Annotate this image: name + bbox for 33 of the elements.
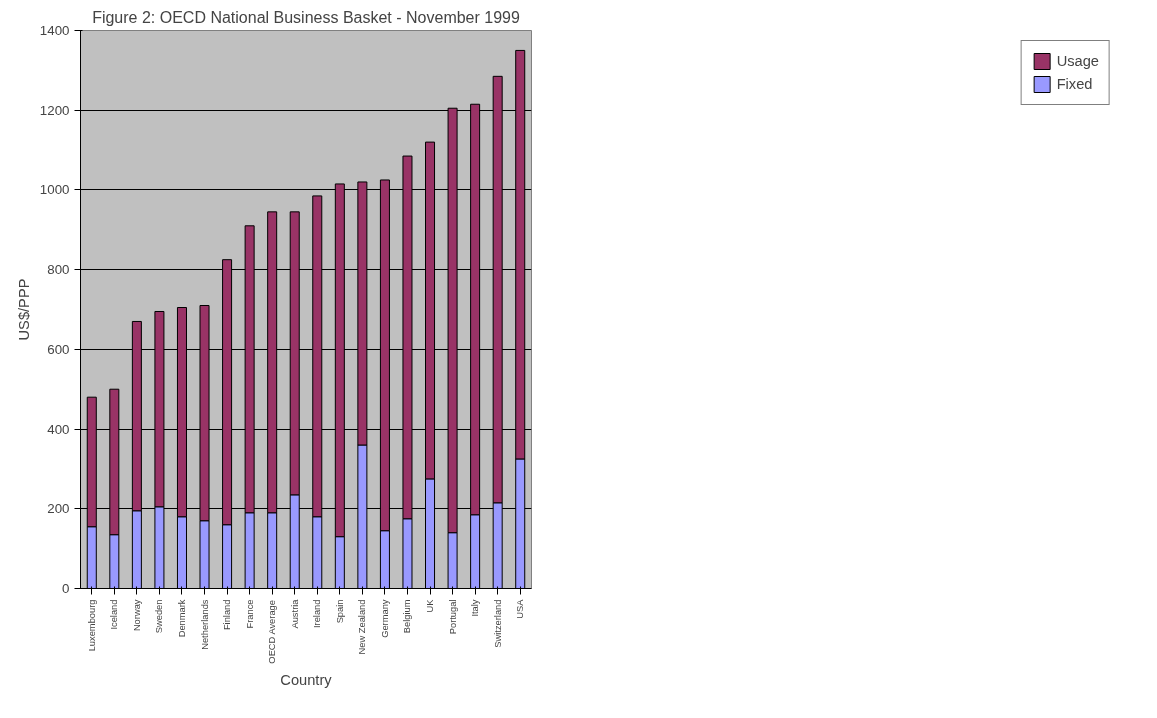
y-axis-title: US$/PPP — [15, 278, 32, 341]
x-tick-label: Portugal — [447, 599, 458, 635]
x-tick-label: Austria — [289, 598, 300, 629]
chart-title: Figure 2: OECD National Business Basket - November 1999 — [92, 8, 520, 26]
y-tick-label: 400 — [47, 421, 70, 437]
x-tick-label: Belgium — [402, 599, 413, 634]
x-tick-label: Spain — [334, 599, 345, 624]
y-tick-label: 800 — [47, 262, 70, 278]
y-tick-label: 0 — [62, 581, 70, 596]
x-tick-label: New Zealand — [357, 599, 368, 655]
x-tick-label: Germany — [379, 599, 390, 638]
y-tick-label: 600 — [47, 341, 70, 357]
x-tick-label: UK — [425, 598, 436, 613]
x-tick-label: Denmark — [176, 599, 187, 638]
x-tick-label: Norway — [131, 599, 142, 632]
x-tick-label: France — [244, 599, 255, 629]
legend-label: Usage — [1056, 53, 1099, 69]
y-tick-label: 1000 — [39, 182, 70, 198]
x-axis-title: Country — [280, 671, 333, 688]
x-tick-label: Iceland — [109, 599, 120, 630]
x-tick-label: Finland — [222, 599, 233, 631]
y-tick-label: 200 — [47, 501, 70, 517]
x-tick-label: OECD Average — [267, 600, 278, 664]
y-tick-label: 1400 — [39, 23, 70, 38]
x-tick-label: Sweden — [154, 599, 165, 634]
x-tick-label: Luxembourg — [86, 599, 97, 652]
x-tick-label: USA — [515, 598, 526, 619]
x-tick-label: Netherlands — [199, 599, 210, 650]
x-tick-label: Ireland — [312, 599, 323, 629]
legend-label: Fixed — [1056, 76, 1093, 92]
x-tick-label: Italy — [470, 599, 481, 617]
y-tick-label: 1200 — [39, 102, 70, 118]
x-tick-label: Switzerland — [492, 599, 503, 648]
